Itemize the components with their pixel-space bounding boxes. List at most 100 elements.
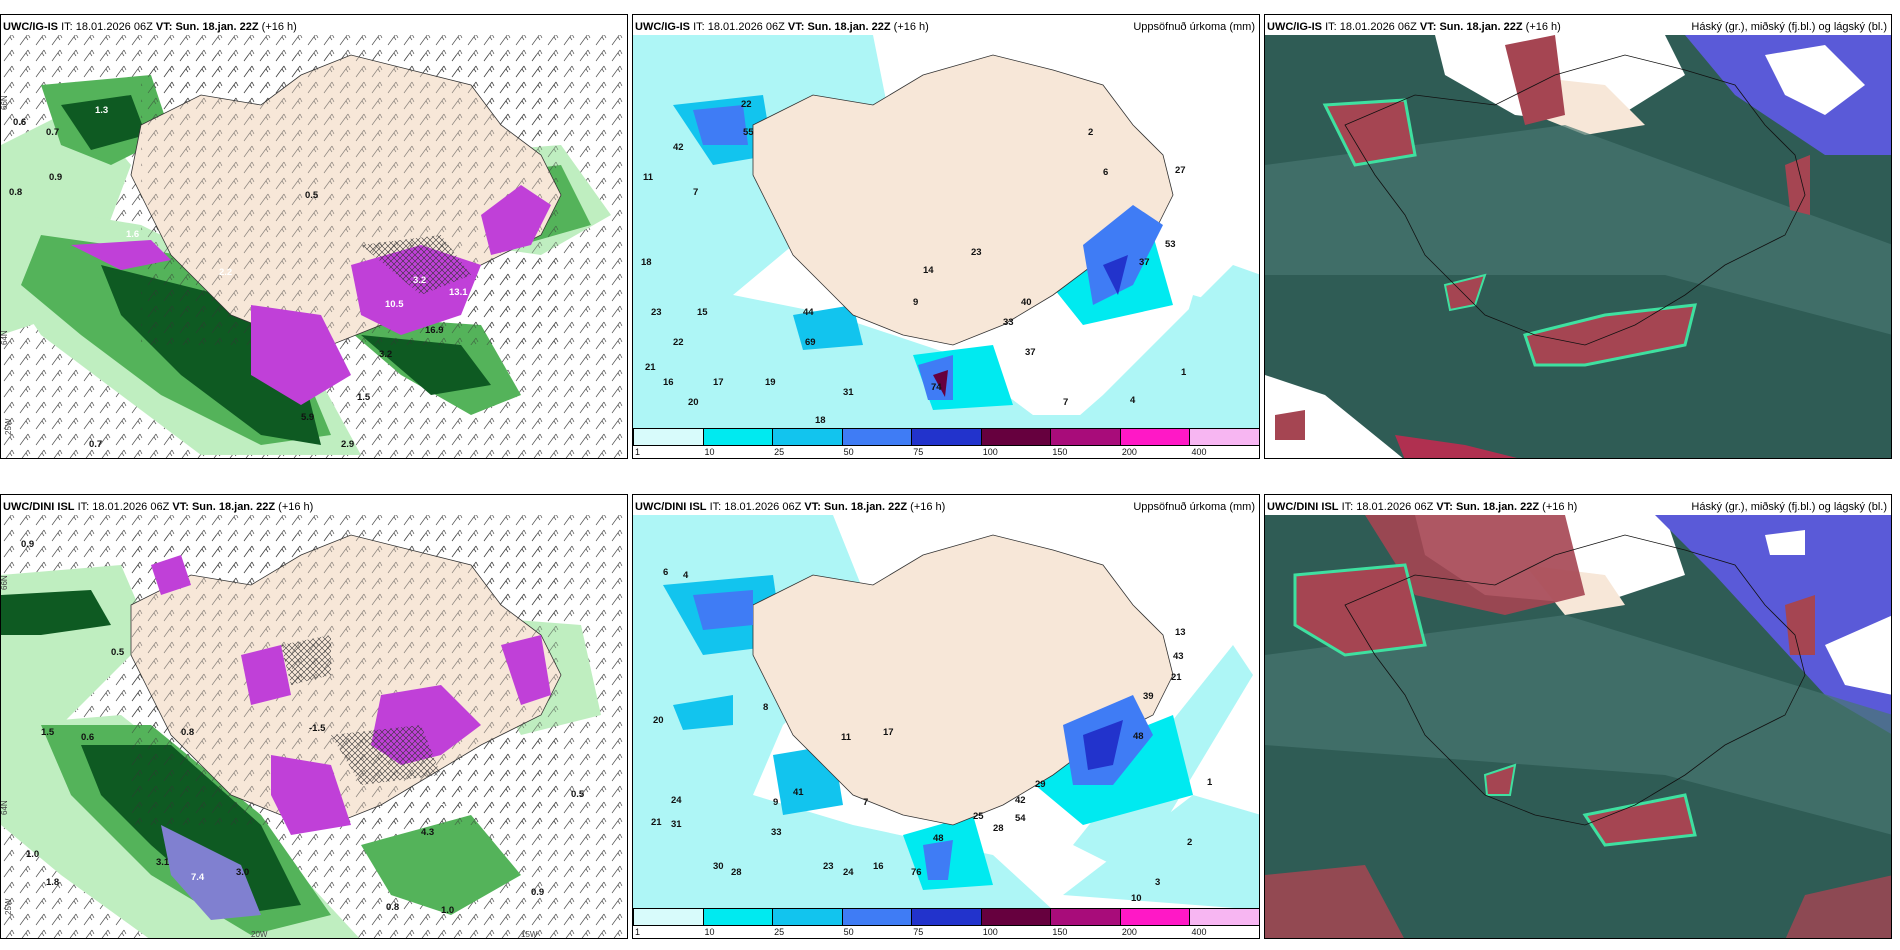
- red-cloud: [1365, 515, 1585, 615]
- lon-label: 25W: [4, 418, 13, 435]
- lon-label: 25W: [4, 898, 13, 915]
- map-value: 0.5: [571, 789, 585, 800]
- init-time: 18.01.2026 06Z: [92, 501, 170, 513]
- colorbar-swatch: [772, 428, 843, 446]
- temp-map-top: 66N 64N 25W 0.5 0.6 0.7 0.9 0.8 1.3 1.6 …: [1, 15, 627, 458]
- colorbar-tick: 10: [704, 447, 715, 457]
- panel-title: Háský (gr.), miðský (fj.bl.) og lágský (…: [1691, 501, 1887, 513]
- lead-time: (+16 h): [261, 21, 297, 33]
- lon-label: 20W: [251, 930, 268, 939]
- vt-label: VT:: [787, 21, 805, 33]
- map-value: 33: [1003, 317, 1014, 328]
- colorbar-tick: 10: [704, 927, 715, 937]
- valid-time: Sun. 18.jan. 22Z: [1439, 21, 1523, 33]
- map-value: 2.2: [219, 267, 232, 278]
- colorbar-swatch: [1050, 428, 1121, 446]
- vt-label: VT:: [1419, 21, 1437, 33]
- map-value: 13: [1175, 627, 1186, 638]
- purple-area: [241, 645, 291, 705]
- map-value: 11: [841, 732, 852, 743]
- red-cloud: [1582, 793, 1697, 847]
- colorbar-swatch: [980, 428, 1052, 446]
- panel-cloud-top: UWC/IG-IS IT: 18.01.2026 06Z VT: Sun. 18…: [1264, 14, 1892, 459]
- colorbar-swatch: [772, 908, 843, 926]
- red-cloud: [1395, 435, 1517, 458]
- map-value: 29: [1035, 779, 1046, 790]
- map-value: 20: [653, 715, 664, 726]
- map-value: 31: [843, 387, 854, 398]
- mid-cloud-band: [1265, 125, 1891, 335]
- panel-header: UWC/IG-IS IT: 18.01.2026 06Z VT: Sun. 18…: [1, 19, 627, 35]
- vt-label: VT:: [804, 501, 821, 513]
- model-name: UWC/DINI ISL: [1267, 501, 1339, 513]
- colorbar-swatch: [911, 428, 982, 446]
- map-value: 0.9: [49, 172, 62, 183]
- map-value: 39: [1143, 691, 1154, 702]
- map-value: 7: [1063, 397, 1068, 408]
- map-value: -1.5: [309, 723, 326, 734]
- map-value: 23: [651, 307, 662, 318]
- colorbar-swatch: [702, 908, 774, 926]
- map-value: 3.0: [236, 867, 249, 878]
- lead-time: (+16 h): [893, 21, 929, 33]
- lat-label: 66N: [1, 575, 9, 590]
- map-value: 0.7: [89, 439, 102, 450]
- map-value: 0.9: [21, 539, 34, 550]
- map-value: 1: [1181, 367, 1187, 378]
- sea-precip: [1063, 795, 1259, 910]
- map-value: 17: [883, 727, 894, 738]
- hatched-area: [331, 725, 441, 785]
- map-value: 4: [683, 570, 689, 581]
- colorbar-tick: 400: [1191, 927, 1207, 937]
- map-value: 0.9: [531, 887, 544, 898]
- map-value: 28: [731, 867, 742, 878]
- colorbar-swatch: [841, 428, 913, 446]
- coastline: [1344, 54, 1806, 346]
- map-value: 1.0: [441, 905, 454, 916]
- init-time: 18.01.2026 06Z: [724, 501, 802, 513]
- map-value: 7: [863, 797, 868, 808]
- it-label: IT:: [1325, 21, 1337, 33]
- precip-high: [693, 105, 748, 145]
- map-value: 9: [913, 297, 918, 308]
- colorbar-swatch: [911, 908, 982, 926]
- map-value: 25: [973, 811, 984, 822]
- init-time: 18.01.2026 06Z: [707, 21, 785, 33]
- map-value: 22: [673, 337, 684, 348]
- cloud-map-bottom: [1265, 515, 1891, 938]
- panel-temp-top: UWC/IG-IS IT: 18.01.2026 06Z VT: Sun. 18…: [0, 14, 628, 459]
- green-area: [161, 825, 261, 920]
- it-label: IT:: [709, 501, 722, 513]
- panel-precip-bottom: UWC/DINI ISL IT: 18.01.2026 06Z VT: Sun.…: [632, 494, 1260, 939]
- red-cloud: [1293, 563, 1427, 657]
- precip-map-top: 55 42 22 11 7 18 23 15 22 21 16 20 17 19…: [633, 35, 1259, 430]
- precip-mid: [793, 305, 863, 350]
- map-value: 1.6: [126, 229, 139, 240]
- map-value: 41: [793, 787, 804, 798]
- map-value: 4.3: [421, 827, 434, 838]
- precip-high: [693, 590, 753, 630]
- map-value: 7.4: [191, 872, 205, 883]
- precip-colorbar: 1 10 25 50 75 100 150 200 400: [633, 908, 1259, 938]
- map-value: 22: [741, 99, 752, 110]
- map-value: 28: [993, 823, 1004, 834]
- map-value: 21: [1171, 672, 1182, 683]
- init-time: 18.01.2026 06Z: [1356, 501, 1434, 513]
- temp-map-bottom: 66N 64N 25W 20W 15W 0.9 0.8 0.5 1.5 0.6 …: [1, 495, 627, 939]
- red-cloud: [1265, 865, 1404, 938]
- map-value: 0.8: [9, 187, 22, 198]
- panel-header: UWC/IG-IS IT: 18.01.2026 06Z VT: Sun. 18…: [633, 19, 1259, 35]
- colorbar-tick: 150: [1052, 447, 1068, 457]
- precip-high: [923, 840, 953, 880]
- map-value: 24: [671, 795, 682, 806]
- map-value: 19: [765, 377, 776, 388]
- map-value: 53: [1165, 239, 1176, 250]
- model-name: UWC/DINI ISL: [635, 501, 707, 513]
- map-value: 76: [911, 867, 922, 878]
- colorbar-swatch: [1119, 428, 1191, 446]
- colorbar-tick: 25: [774, 447, 785, 457]
- lat-label: 64N: [1, 800, 9, 815]
- map-value: 6: [663, 567, 668, 578]
- colorbar-tick: 100: [982, 447, 998, 457]
- map-value: 0.8: [386, 902, 399, 913]
